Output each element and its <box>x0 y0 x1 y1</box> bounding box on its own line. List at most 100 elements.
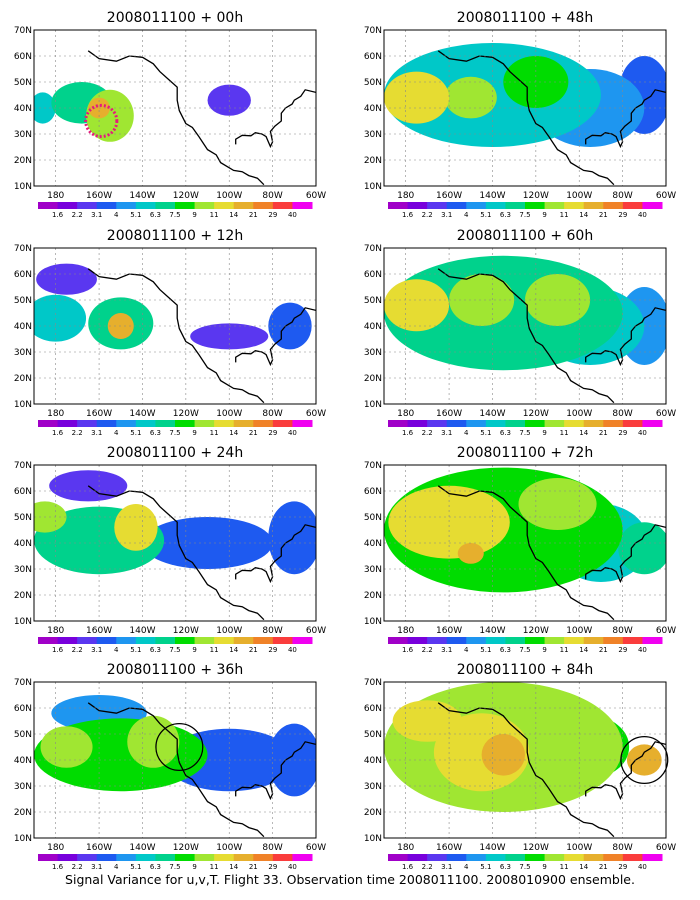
colorbar-swatch <box>77 420 98 427</box>
y-tick-label: 50N <box>364 730 382 740</box>
colorbar-label: 11 <box>560 863 569 871</box>
colorbar-label: 1.6 <box>402 863 414 871</box>
y-tick-label: 70N <box>364 678 382 688</box>
colorbar-swatch <box>603 420 624 427</box>
colorbar-label: 5.1 <box>130 211 141 219</box>
colorbar-swatch <box>525 202 546 209</box>
colorbar-swatch <box>135 420 156 427</box>
colorbar-swatch <box>272 637 293 644</box>
colorbar-label: 21 <box>249 211 258 219</box>
colorbar-label: 6.3 <box>500 646 511 654</box>
contour-region <box>457 543 484 564</box>
coastline-east <box>235 741 316 801</box>
y-tick-label: 30N <box>364 348 382 358</box>
colorbar-label: 2.2 <box>72 646 83 654</box>
y-tick-label: 30N <box>14 565 32 575</box>
colorbar-swatch <box>135 854 156 861</box>
colorbar-label: 6.3 <box>150 646 161 654</box>
y-tick-label: 10N <box>14 834 32 844</box>
colorbar-swatch <box>642 854 663 861</box>
colorbar-swatch <box>116 202 137 209</box>
x-tick-label: 60W <box>656 191 676 201</box>
colorbar-label: 3.1 <box>441 429 452 437</box>
colorbar-label: 6.3 <box>150 211 161 219</box>
x-tick-label: 180 <box>397 191 414 201</box>
colorbar-label: 11 <box>210 211 219 219</box>
colorbar-swatch <box>253 854 274 861</box>
target-circle <box>84 103 119 139</box>
x-tick-label: 160W <box>86 409 112 419</box>
colorbar-label: 3.1 <box>91 211 102 219</box>
colorbar-swatch <box>233 637 254 644</box>
field <box>34 470 316 621</box>
colorbar-label: 14 <box>579 863 588 871</box>
x-tick-label: 160W <box>436 191 462 201</box>
plot-frame <box>383 681 667 839</box>
colorbar-label: 7.5 <box>169 211 180 219</box>
y-tick-label: 20N <box>364 374 382 384</box>
colorbar-swatch <box>564 420 585 427</box>
colorbar-swatch <box>427 202 448 209</box>
y-tick-label: 60N <box>14 704 32 714</box>
x-tick-label: 80W <box>262 626 282 636</box>
x-tick-label: 80W <box>262 191 282 201</box>
colorbar-swatch <box>194 202 215 209</box>
x-tick-label: 140W <box>479 843 505 853</box>
y-tick-label: 20N <box>364 591 382 601</box>
colorbar-swatch <box>292 854 313 861</box>
colorbar-swatch <box>622 637 643 644</box>
panel-24h: 2008011100 + 24h 10N 20N 30N 40N 50N 60N 70N 180… <box>14 445 326 654</box>
panel-84h: 2008011100 + 84h 10N 20N 30N 40N 50N 60N 70N 180… <box>364 662 676 871</box>
colorbar-swatch <box>446 637 467 644</box>
colorbar-swatch <box>57 420 78 427</box>
colorbar-label: 29 <box>618 211 627 219</box>
colorbar-swatch <box>233 854 254 861</box>
colorbar-label: 7.5 <box>519 646 530 654</box>
y-tick-label: 50N <box>14 296 32 306</box>
y-tick-label: 70N <box>364 461 382 471</box>
colorbar-swatch <box>38 420 59 427</box>
colorbar-swatch <box>96 202 117 209</box>
x-tick-label: 100W <box>216 843 242 853</box>
colorbar-swatch <box>583 854 604 861</box>
colorbar-label: 29 <box>268 646 277 654</box>
contour-region <box>268 501 316 575</box>
x-tick-label: 60W <box>656 843 676 853</box>
coastline-east <box>585 741 666 801</box>
colorbar-swatch <box>466 854 487 861</box>
colorbar-swatch <box>525 854 546 861</box>
colorbar-label: 1.6 <box>52 429 64 437</box>
y-tick-label: 20N <box>14 374 32 384</box>
colorbar: 1.6 2.2 3.1 4 5.1 6.3 7.5 9 11 14 21 29 40 <box>38 637 313 654</box>
colorbar-label: 40 <box>638 863 647 871</box>
colorbar-label: 29 <box>268 211 277 219</box>
colorbar-label: 14 <box>229 646 238 654</box>
y-tick-label: 30N <box>364 565 382 575</box>
y-tick-label: 40N <box>14 322 32 332</box>
colorbar-label: 4 <box>464 863 469 871</box>
coastline-east <box>235 524 316 584</box>
colorbar-swatch <box>564 854 585 861</box>
colorbar-swatch <box>292 637 313 644</box>
colorbar-label: 9 <box>192 211 196 219</box>
colorbar-label: 11 <box>560 429 569 437</box>
colorbar-label: 11 <box>210 863 219 871</box>
colorbar-label: 6.3 <box>500 429 511 437</box>
colorbar-swatch <box>583 420 604 427</box>
colorbar-swatch <box>446 420 467 427</box>
x-tick-label: 60W <box>306 626 326 636</box>
coastline-east <box>585 524 666 584</box>
x-tick-label: 60W <box>656 409 676 419</box>
colorbar-label: 11 <box>560 211 569 219</box>
colorbar-swatch <box>116 637 137 644</box>
x-tick-label: 120W <box>173 409 199 419</box>
colorbar-label: 40 <box>288 211 297 219</box>
contour-region <box>449 274 515 326</box>
colorbar-label: 1.6 <box>402 646 414 654</box>
colorbar-swatch <box>544 202 565 209</box>
y-tick-label: 50N <box>364 78 382 88</box>
y-tick-label: 40N <box>364 104 382 114</box>
y-tick-label: 50N <box>14 78 32 88</box>
colorbar-label: 5.1 <box>130 429 141 437</box>
